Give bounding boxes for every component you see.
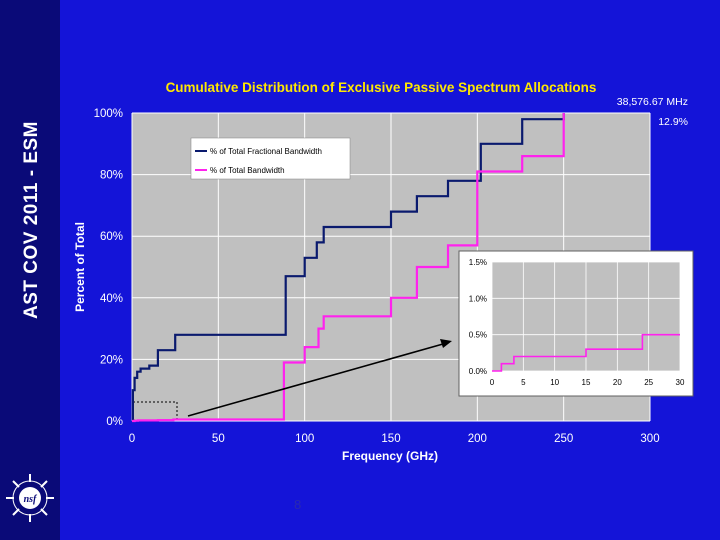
inset-series-line-total-bandwidth [492, 333, 680, 372]
y-tick-label: 20% [100, 354, 123, 366]
inset-x-tick-label: 15 [582, 378, 591, 387]
y-tick-label: 0% [106, 416, 123, 428]
y-tick-labels: 0% 20% 40% 60% 80% 100% [94, 108, 123, 428]
y-tick-label: 60% [100, 231, 123, 243]
x-tick-label: 300 [640, 433, 659, 445]
x-tick-labels: 0 50 100 150 200 250 300 [129, 433, 660, 445]
inset-series-line [492, 333, 680, 372]
inset-x-tick-label: 25 [644, 378, 653, 387]
x-tick-label: 100 [295, 433, 314, 445]
inset-y-tick-label: 0.5% [469, 331, 487, 340]
x-tick-label: 250 [554, 433, 573, 445]
sidebar: AST COV 2011 - ESM nsf [0, 0, 60, 540]
inset-x-tick-label: 30 [676, 378, 685, 387]
inset-y-tick-label: 0.0% [469, 367, 487, 376]
zoom-arrow [187, 343, 444, 417]
series-line-fractional-bandwidth [131, 113, 565, 423]
inset-y-tick-labels: 0.0% 0.5% 1.0% 1.5% [469, 258, 487, 376]
series-line-total-bandwidth [132, 113, 565, 423]
y-tick-label: 40% [100, 293, 123, 305]
x-axis-label: Frequency (GHz) [342, 449, 438, 463]
y-tick-label: 100% [94, 108, 123, 120]
x-tick-label: 0 [129, 433, 135, 445]
inset-y-tick-label: 1.0% [469, 294, 487, 303]
legend-label-total: % of Total Bandwidth [210, 166, 285, 175]
annotation-percent: 12.9% [658, 116, 688, 128]
inset-x-tick-label: 0 [490, 378, 495, 387]
y-axis-label: Percent of Total [73, 222, 87, 312]
inset-x-tick-label: 20 [613, 378, 622, 387]
nsf-logo-icon: nsf [6, 474, 54, 522]
inset-y-tick-label: 1.5% [469, 258, 487, 267]
x-tick-label: 150 [381, 433, 400, 445]
inset-chart: 0.0% 0.5% 1.0% 1.5% 0 5 10 15 20 25 30 [458, 250, 694, 397]
zoom-arrow-head [440, 339, 452, 348]
legend-label-fractional: % of Total Fractional Bandwidth [210, 147, 322, 156]
svg-text:nsf: nsf [24, 494, 38, 505]
chart-title: Cumulative Distribution of Exclusive Pas… [166, 80, 597, 95]
legend: % of Total Fractional Bandwidth % of Tot… [190, 137, 351, 180]
x-tick-label: 200 [468, 433, 487, 445]
page-number: 8 [294, 497, 302, 512]
inset-x-tick-label: 5 [521, 378, 526, 387]
inset-x-tick-labels: 0 5 10 15 20 25 30 [490, 378, 685, 387]
inset-x-tick-label: 10 [550, 378, 559, 387]
x-tick-label: 50 [212, 433, 225, 445]
legend-box [190, 137, 351, 180]
series-lines [131, 113, 565, 423]
y-tick-label: 80% [100, 170, 123, 182]
annotation-mhz: 38,576.67 MHz [617, 96, 688, 108]
